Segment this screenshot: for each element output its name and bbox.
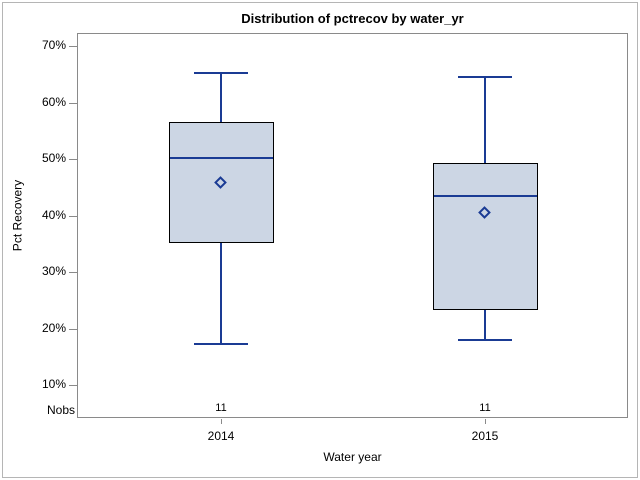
y-tick-mark — [69, 328, 77, 330]
y-tick-label: 60% — [41, 94, 66, 109]
chart-title: Distribution of pctrecov by water_yr — [241, 11, 464, 26]
y-tick-label: 70% — [41, 38, 66, 52]
nobs-row-label: Nobs — [46, 403, 75, 417]
y-tick-mark — [69, 385, 77, 386]
x-tick-mark — [485, 419, 486, 424]
x-tick-mark — [221, 419, 222, 424]
y-tick-mark — [69, 215, 77, 217]
lower-whisker-cap — [458, 339, 512, 342]
lower-whisker-cap — [194, 343, 248, 346]
x-tick-label-2015: 2015 — [471, 429, 499, 443]
lower-whisker-line — [484, 309, 486, 341]
x-axis-title: Water year — [323, 450, 382, 464]
upper-whisker-cap — [458, 75, 512, 78]
upper-whisker-cap — [194, 71, 248, 74]
x-tick-label-2014: 2014 — [207, 429, 235, 443]
y-tick-label: 40% — [41, 207, 66, 222]
y-tick-mark — [69, 272, 77, 273]
upper-whisker-line — [220, 72, 222, 123]
box-2015 — [432, 162, 538, 310]
y-tick-mark — [69, 159, 77, 160]
upper-whisker-line — [484, 76, 486, 163]
y-tick-label: 30% — [41, 264, 66, 278]
nobs-value-2014: 11 — [215, 402, 227, 414]
y-tick-mark — [69, 102, 77, 104]
median-line — [169, 157, 273, 160]
box-2014 — [168, 122, 274, 244]
lower-whisker-line — [220, 243, 222, 345]
y-tick-label: 20% — [41, 320, 66, 335]
y-tick-mark — [69, 46, 77, 47]
y-tick-label: 10% — [41, 377, 66, 391]
plot-frame — [77, 33, 628, 418]
median-line — [433, 195, 537, 198]
nobs-value-2015: 11 — [479, 402, 491, 414]
y-tick-label: 50% — [41, 151, 66, 165]
